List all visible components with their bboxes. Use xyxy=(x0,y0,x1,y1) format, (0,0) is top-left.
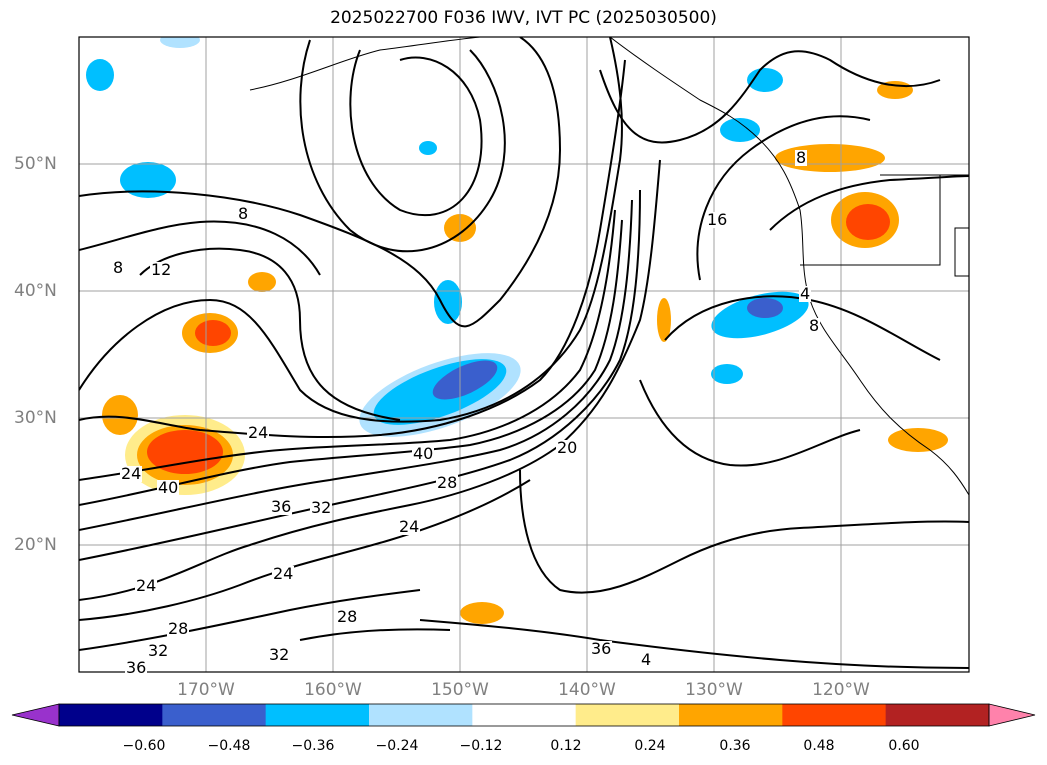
positive-anomaly-patch xyxy=(102,395,138,435)
negative-anomaly-patch xyxy=(160,37,200,48)
lon-label-120w: 120°W xyxy=(812,680,870,700)
lon-label-170w: 170°W xyxy=(177,680,235,700)
negative-anomaly-patch xyxy=(720,118,760,142)
negative-anomaly-patch xyxy=(419,141,437,155)
colorbar-tick: −0.48 xyxy=(207,738,251,754)
contour-value-label: 28 xyxy=(336,607,359,626)
colorbar-tick: −0.60 xyxy=(122,738,166,754)
lon-label-150w: 150°W xyxy=(431,680,489,700)
contour-value-label: 36 xyxy=(125,658,148,677)
lat-label-20n: 20°N xyxy=(14,535,57,555)
colorbar-tick: −0.36 xyxy=(291,738,335,754)
contour-value-label: 36 xyxy=(590,639,613,658)
colorbar-frame xyxy=(58,703,990,727)
contour-value-label: 32 xyxy=(268,645,291,664)
colorbar-segment xyxy=(885,704,990,726)
contour-value-label: 8 xyxy=(112,258,125,277)
contour-value-label: 12 xyxy=(150,260,173,279)
contour-value-label: 8 xyxy=(795,148,808,167)
map-plot-area xyxy=(79,37,969,672)
negative-anomaly-patch xyxy=(747,68,783,92)
negative-anomaly-patch xyxy=(86,59,114,91)
negative-anomaly-patch xyxy=(747,298,783,318)
contour-value-label: 8 xyxy=(808,316,821,335)
contour-value-label: 40 xyxy=(157,478,180,497)
contour-value-label: 40 xyxy=(412,444,435,463)
colorbar-tick: 0.36 xyxy=(719,738,751,754)
positive-anomaly-patch xyxy=(846,204,890,240)
negative-anomaly-patch xyxy=(434,280,462,324)
colorbar xyxy=(11,703,1036,727)
contour-value-label: 32 xyxy=(147,641,170,660)
contour-value-label: 28 xyxy=(167,619,190,638)
contour-value-label: 36 xyxy=(270,497,293,516)
negative-anomaly-patch xyxy=(432,360,498,400)
positive-anomaly-patch xyxy=(888,428,948,452)
positive-anomaly-patch xyxy=(147,430,223,474)
contour-value-label: 24 xyxy=(247,423,270,442)
colorbar-extension-low xyxy=(11,703,60,727)
positive-anomaly-patch xyxy=(460,602,504,624)
colorbar-segment xyxy=(265,704,370,726)
map-title: 2025022700 F036 IWV, IVT PC (2025030500) xyxy=(330,8,717,28)
contour-value-label: 28 xyxy=(436,473,459,492)
lon-label-130w: 130°W xyxy=(685,680,743,700)
lon-label-160w: 160°W xyxy=(304,680,362,700)
colorbar-tick: 0.60 xyxy=(888,738,920,754)
contour-value-label: 24 xyxy=(120,464,143,483)
contour-value-label: 16 xyxy=(706,210,729,229)
colorbar-segment xyxy=(162,704,267,726)
colorbar-extension-high xyxy=(988,703,1036,727)
positive-anomaly-patch xyxy=(248,272,276,292)
colorbar-tick: −0.12 xyxy=(459,738,503,754)
negative-anomaly-patch xyxy=(120,162,176,198)
colorbar-segment xyxy=(679,704,783,726)
positive-anomaly-patch xyxy=(195,320,231,346)
colorbar-segment xyxy=(369,704,473,726)
lat-label-50n: 50°N xyxy=(14,154,57,174)
colorbar-segment xyxy=(472,704,577,726)
coastline xyxy=(249,37,969,496)
graticule xyxy=(79,37,969,672)
colorbar-tick: −0.24 xyxy=(375,738,419,754)
contour-value-label: 20 xyxy=(556,438,579,457)
contour-value-label: 24 xyxy=(135,576,158,595)
positive-anomaly-patch xyxy=(775,144,885,172)
colorbar-tick: 0.12 xyxy=(550,738,582,754)
contour-value-label: 24 xyxy=(272,564,295,583)
negative-anomaly-patch xyxy=(711,364,743,384)
lat-label-40n: 40°N xyxy=(14,281,57,301)
lat-label-30n: 30°N xyxy=(14,408,57,428)
colorbar-tick: 0.48 xyxy=(803,738,835,754)
ivt-anomaly-fill xyxy=(86,37,948,624)
colorbar-tick: 0.24 xyxy=(634,738,666,754)
contour-value-label: 4 xyxy=(799,284,812,303)
positive-anomaly-patch xyxy=(657,298,671,342)
contour-value-label: 4 xyxy=(640,650,653,669)
contour-value-label: 24 xyxy=(398,517,421,536)
iwv-contours xyxy=(79,37,969,669)
map-frame xyxy=(78,36,970,673)
contour-value-label: 32 xyxy=(310,498,333,517)
lon-label-140w: 140°W xyxy=(558,680,616,700)
colorbar-segment xyxy=(59,704,163,726)
contour-value-label: 8 xyxy=(237,204,250,223)
colorbar-segment xyxy=(782,704,887,726)
colorbar-segment xyxy=(575,704,680,726)
